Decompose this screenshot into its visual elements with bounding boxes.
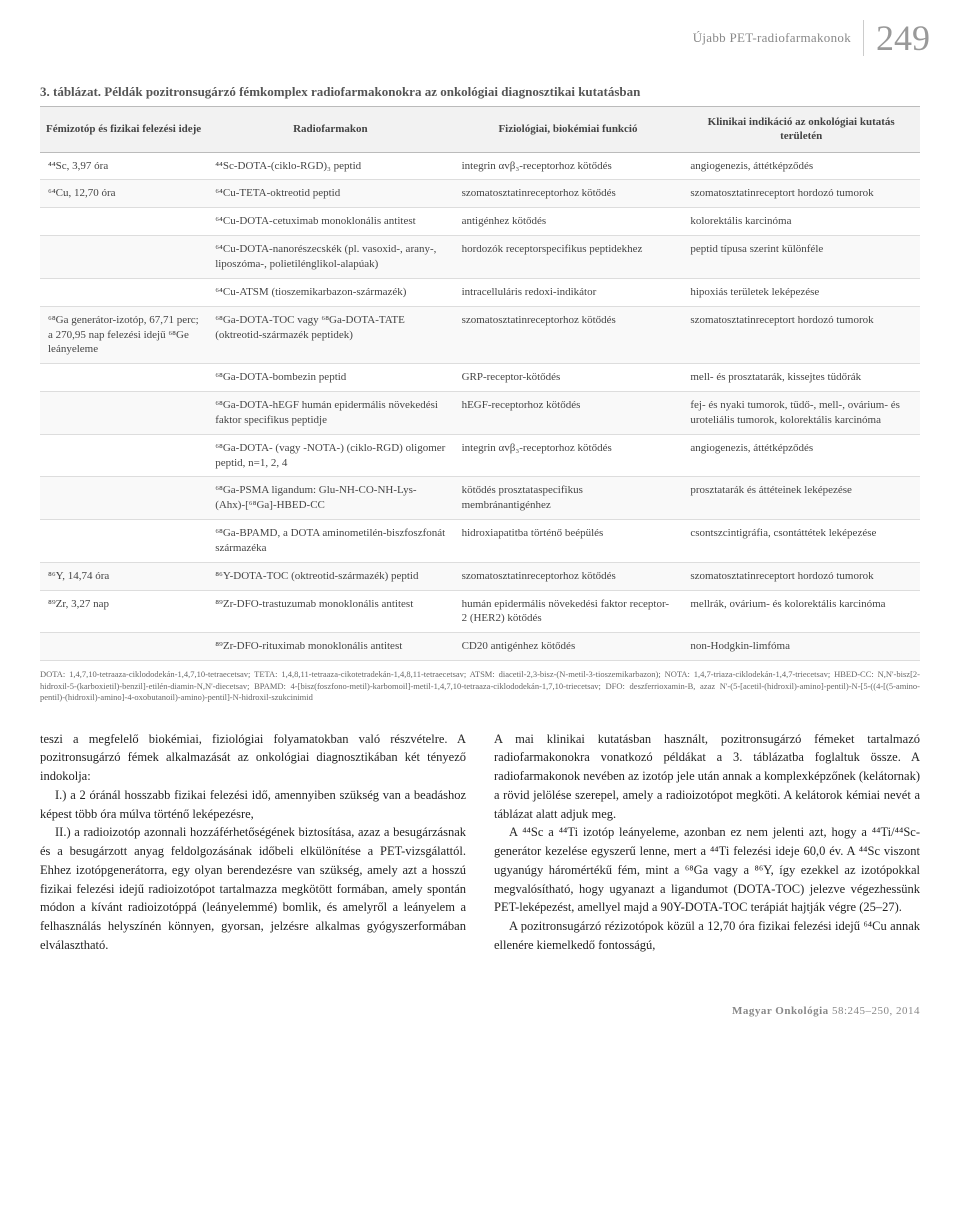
cell: CD20 antigénhez kötődés — [454, 633, 683, 661]
cell: ⁶⁴Cu-DOTA-cetuximab monoklonális antites… — [207, 208, 453, 236]
table-row: ⁶⁴Cu-ATSM (tioszemikarbazon-származék) i… — [40, 278, 920, 306]
table-row: ⁸⁶Y, 14,74 óra ⁸⁶Y-DOTA-TOC (oktreotid-s… — [40, 562, 920, 590]
cell: hidroxiapatitba történő beépülés — [454, 520, 683, 563]
cell: ⁶⁸Ga-DOTA-bombezin peptid — [207, 364, 453, 392]
cell: ⁸⁹Zr-DFO-rituximab monoklonális antitest — [207, 633, 453, 661]
table-row: ⁶⁴Cu-DOTA-nanorészecskék (pl. vasoxid-, … — [40, 236, 920, 279]
cell: ⁴⁴Sc, 3,97 óra — [40, 152, 207, 180]
cell: kötődés prosztataspecifikus membránantig… — [454, 477, 683, 520]
cell: fej- és nyaki tumorok, tüdő-, mell-, ová… — [682, 392, 920, 435]
cell: szomatosztatinreceptort hordozó tumorok — [682, 306, 920, 364]
running-head: Újabb PET-radiofarmakonok — [693, 30, 851, 46]
col-header-indication: Klinikai indikáció az onkológiai kutatás… — [682, 107, 920, 153]
table-row: ⁶⁴Cu, 12,70 óra ⁶⁴Cu-TETA-oktreotid pept… — [40, 180, 920, 208]
cell: ⁶⁸Ga generátor-izotóp, 67,71 perc; a 270… — [40, 306, 207, 364]
table-row: ⁴⁴Sc, 3,97 óra ⁴⁴Sc-DOTA-(ciklo-RGD)₃ pe… — [40, 152, 920, 180]
col-header-isotope: Fémizotóp és fizikai felezési ideje — [40, 107, 207, 153]
cell: ⁶⁴Cu-DOTA-nanorészecskék (pl. vasoxid-, … — [207, 236, 453, 279]
table-row: ⁶⁸Ga generátor-izotóp, 67,71 perc; a 270… — [40, 306, 920, 364]
table-caption-text: Példák pozitronsugárzó fémkomplex radiof… — [104, 84, 640, 99]
cell: integrin αvβ₃-receptorhoz kötődés — [454, 152, 683, 180]
cell: hordozók receptorspecifikus peptidekhez — [454, 236, 683, 279]
cell: humán epidermális növekedési faktor rece… — [454, 590, 683, 633]
table-body: ⁴⁴Sc, 3,97 óra ⁴⁴Sc-DOTA-(ciklo-RGD)₃ pe… — [40, 152, 920, 661]
cell: non-Hodgkin-limfóma — [682, 633, 920, 661]
table-row: ⁶⁸Ga-DOTA-bombezin peptid GRP-receptor-k… — [40, 364, 920, 392]
cell — [40, 477, 207, 520]
paragraph: A mai klinikai kutatásban használt, pozi… — [494, 730, 920, 824]
cell — [40, 208, 207, 236]
table-row: ⁶⁸Ga-DOTA- (vagy -NOTA-) (ciklo-RGD) oli… — [40, 434, 920, 477]
cell: ⁸⁶Y, 14,74 óra — [40, 562, 207, 590]
cell: szomatosztatinreceptorhoz kötődés — [454, 562, 683, 590]
cell: ⁸⁶Y-DOTA-TOC (oktreotid-származék) pepti… — [207, 562, 453, 590]
table-footnote: DOTA: 1,4,7,10-tetraaza-ciklododekán-1,4… — [40, 669, 920, 703]
col-header-function: Fiziológiai, biokémiai funkció — [454, 107, 683, 153]
left-column: teszi a megfelelő biokémiai, fiziológiai… — [40, 730, 466, 955]
cell: integrin αvβ₃-receptorhoz kötődés — [454, 434, 683, 477]
cell: ⁶⁸Ga-DOTA-TOC vagy ⁶⁸Ga-DOTA-TATE (oktre… — [207, 306, 453, 364]
cell: prosztatarák és áttéteinek leképezése — [682, 477, 920, 520]
cell: szomatosztatinreceptort hordozó tumorok — [682, 562, 920, 590]
page-footer: Magyar Onkológia 58:245–250, 2014 — [0, 985, 960, 1035]
cell: ⁸⁹Zr-DFO-trastuzumab monoklonális antite… — [207, 590, 453, 633]
list-item: II.) a radioizotóp azonnali hozzáférhető… — [40, 823, 466, 954]
cell: hipoxiás területek leképezése — [682, 278, 920, 306]
cell: mell- és prosztatarák, kissejtes tüdőrák — [682, 364, 920, 392]
cell: intracelluláris redoxi-indikátor — [454, 278, 683, 306]
cell: ⁶⁴Cu-ATSM (tioszemikarbazon-származék) — [207, 278, 453, 306]
cell — [40, 520, 207, 563]
right-column: A mai klinikai kutatásban használt, pozi… — [494, 730, 920, 955]
table-row: ⁸⁹Zr, 3,27 nap ⁸⁹Zr-DFO-trastuzumab mono… — [40, 590, 920, 633]
page-header: Újabb PET-radiofarmakonok 249 — [0, 0, 960, 66]
cell: GRP-receptor-kötődés — [454, 364, 683, 392]
cell — [40, 434, 207, 477]
cell: mellrák, ovárium- és kolorektális karcin… — [682, 590, 920, 633]
cell: ⁶⁸Ga-DOTA- (vagy -NOTA-) (ciklo-RGD) oli… — [207, 434, 453, 477]
cell: ⁶⁸Ga-DOTA-hEGF humán epidermális növeked… — [207, 392, 453, 435]
table-caption-number: 3. táblázat. — [40, 84, 101, 99]
cell: ⁶⁴Cu, 12,70 óra — [40, 180, 207, 208]
table-caption: 3. táblázat. Példák pozitronsugárzó fémk… — [40, 84, 920, 100]
cell: ⁶⁸Ga-BPAMD, a DOTA aminometilén-biszfosz… — [207, 520, 453, 563]
cell: csontszcintigráfia, csontáttétek leképez… — [682, 520, 920, 563]
col-header-radiopharmacon: Radiofarmakon — [207, 107, 453, 153]
cell: ⁴⁴Sc-DOTA-(ciklo-RGD)₃ peptid — [207, 152, 453, 180]
cell: ⁶⁸Ga-PSMA ligandum: Glu-NH-CO-NH-Lys-(Ah… — [207, 477, 453, 520]
cell — [40, 278, 207, 306]
radiopharmacon-table: Fémizotóp és fizikai felezési ideje Radi… — [40, 106, 920, 661]
volume-pages-year: 58:245–250, 2014 — [832, 1005, 920, 1017]
cell: kolorektális karcinóma — [682, 208, 920, 236]
body-text: teszi a megfelelő biokémiai, fiziológiai… — [40, 730, 920, 955]
cell: peptid típusa szerint különféle — [682, 236, 920, 279]
main-content: 3. táblázat. Példák pozitronsugárzó fémk… — [0, 84, 960, 985]
cell: angiogenezis, áttétképződés — [682, 152, 920, 180]
table-row: ⁶⁸Ga-PSMA ligandum: Glu-NH-CO-NH-Lys-(Ah… — [40, 477, 920, 520]
cell — [40, 236, 207, 279]
journal-name: Magyar Onkológia — [732, 1005, 829, 1017]
cell: szomatosztatinreceptorhoz kötődés — [454, 180, 683, 208]
cell: hEGF-receptorhoz kötődés — [454, 392, 683, 435]
cell: ⁸⁹Zr, 3,27 nap — [40, 590, 207, 633]
cell — [40, 633, 207, 661]
list-item: I.) a 2 óránál hosszabb fizikai felezési… — [40, 786, 466, 824]
table-row: ⁶⁸Ga-DOTA-hEGF humán epidermális növeked… — [40, 392, 920, 435]
table-row: ⁶⁴Cu-DOTA-cetuximab monoklonális antites… — [40, 208, 920, 236]
cell — [40, 364, 207, 392]
paragraph: teszi a megfelelő biokémiai, fiziológiai… — [40, 730, 466, 786]
cell: szomatosztatinreceptorhoz kötődés — [454, 306, 683, 364]
table-row: ⁸⁹Zr-DFO-rituximab monoklonális antitest… — [40, 633, 920, 661]
cell: antigénhez kötődés — [454, 208, 683, 236]
page-number: 249 — [863, 20, 930, 56]
cell: angiogenezis, áttétképződés — [682, 434, 920, 477]
cell — [40, 392, 207, 435]
paragraph: A pozitronsugárzó rézizotópok közül a 12… — [494, 917, 920, 955]
table-row: ⁶⁸Ga-BPAMD, a DOTA aminometilén-biszfosz… — [40, 520, 920, 563]
table-header-row: Fémizotóp és fizikai felezési ideje Radi… — [40, 107, 920, 153]
cell: szomatosztatinreceptort hordozó tumorok — [682, 180, 920, 208]
paragraph: A ⁴⁴Sc a ⁴⁴Ti izotóp leányeleme, azonban… — [494, 823, 920, 917]
cell: ⁶⁴Cu-TETA-oktreotid peptid — [207, 180, 453, 208]
